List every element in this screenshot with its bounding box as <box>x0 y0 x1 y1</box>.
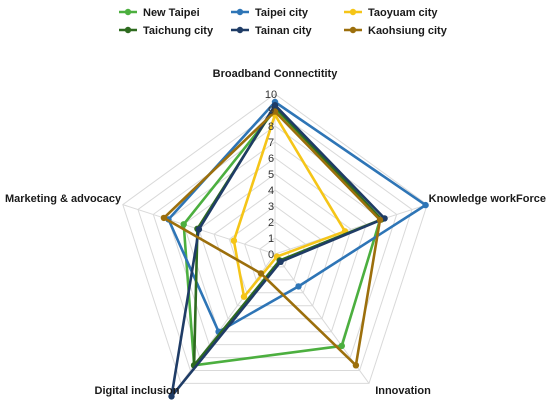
tick-label: 4 <box>268 185 274 197</box>
series-line <box>232 113 347 299</box>
tick-label: 9 <box>268 105 274 117</box>
legend-label: Tainan city <box>255 25 313 37</box>
data-point <box>352 362 360 369</box>
data-point <box>168 393 175 400</box>
grid-ring <box>152 125 398 359</box>
legend-item-new-taipei: New Taipei <box>119 7 200 19</box>
legend-label: Taichung city <box>143 25 214 37</box>
axis-label-innovation: Innovation <box>375 385 431 397</box>
data-point <box>160 214 168 222</box>
axis-label-digital-inclusion: Digital inclusion <box>95 385 180 397</box>
tick-label: 1 <box>268 233 274 245</box>
legend-swatch-dot <box>349 8 357 16</box>
axis-label-knowledge-workforce: Knowledge workForce <box>429 193 546 205</box>
legend-swatch-dot <box>124 8 132 16</box>
grid-ring <box>244 221 306 281</box>
tick-label: 7 <box>268 137 274 149</box>
tick-label: 10 <box>265 89 277 101</box>
grid-ring <box>122 93 428 384</box>
legend-item-taoyuam-city: Taoyuam city <box>344 7 438 19</box>
series-new-taipei <box>180 106 384 369</box>
grid-ring <box>213 189 337 307</box>
data-point <box>180 221 187 228</box>
tick-label: 0 <box>268 249 274 261</box>
radar-grid <box>122 93 428 384</box>
axis-label-broadband-connectitity: Broadband Connectitity <box>213 68 339 80</box>
series-kaohsiung-city <box>160 108 384 369</box>
data-point <box>271 108 279 115</box>
legend-swatch-dot <box>236 26 244 34</box>
legend-swatch-dot <box>236 8 244 16</box>
legend-item-tainan-city: Tainan city <box>231 25 313 37</box>
series-line <box>162 110 382 367</box>
tick-label: 5 <box>268 169 274 181</box>
data-point <box>271 102 279 109</box>
data-point <box>257 270 265 277</box>
tick-label: 8 <box>268 121 274 133</box>
tick-label: 6 <box>268 153 274 165</box>
legend-label: New Taipei <box>143 7 200 19</box>
tick-label: 2 <box>268 217 274 229</box>
series-line <box>170 103 386 398</box>
axis-label-marketing-advocacy: Marketing & advocacy <box>5 193 122 205</box>
series-layer <box>160 98 429 400</box>
data-point <box>295 283 302 290</box>
data-point <box>422 201 429 209</box>
legend-label: Taipei city <box>255 7 309 19</box>
data-point <box>195 226 203 233</box>
labels-layer: 0 1 2 3 4 5 6 7 8 9 10 Broadband Connectitity Knowle… <box>5 68 546 397</box>
tick-label: 3 <box>268 201 274 213</box>
legend-item-kaohsiung-city: Kaohsiung city <box>344 25 448 37</box>
data-point <box>240 293 248 300</box>
legend-swatch-dot <box>124 26 132 34</box>
grid-spoke <box>274 204 428 255</box>
grid-ring <box>183 157 367 333</box>
data-point <box>338 342 345 350</box>
series-line <box>167 100 427 334</box>
grid-ring <box>167 141 383 346</box>
legend-label: Taoyuam city <box>368 7 438 19</box>
grid-ring <box>137 109 413 371</box>
legend-label: Kaohsiung city <box>368 25 448 37</box>
legend: New Taipei Taipei city Taoyuam city Taichun… <box>119 7 448 37</box>
legend-item-taipei-city: Taipei city <box>231 7 309 19</box>
legend-item-taichung-city: Taichung city <box>119 25 214 37</box>
data-point <box>277 258 284 265</box>
data-point <box>376 216 384 224</box>
series-taoyuam-city <box>230 111 349 300</box>
legend-swatch-dot <box>349 26 357 34</box>
data-point <box>230 237 238 244</box>
